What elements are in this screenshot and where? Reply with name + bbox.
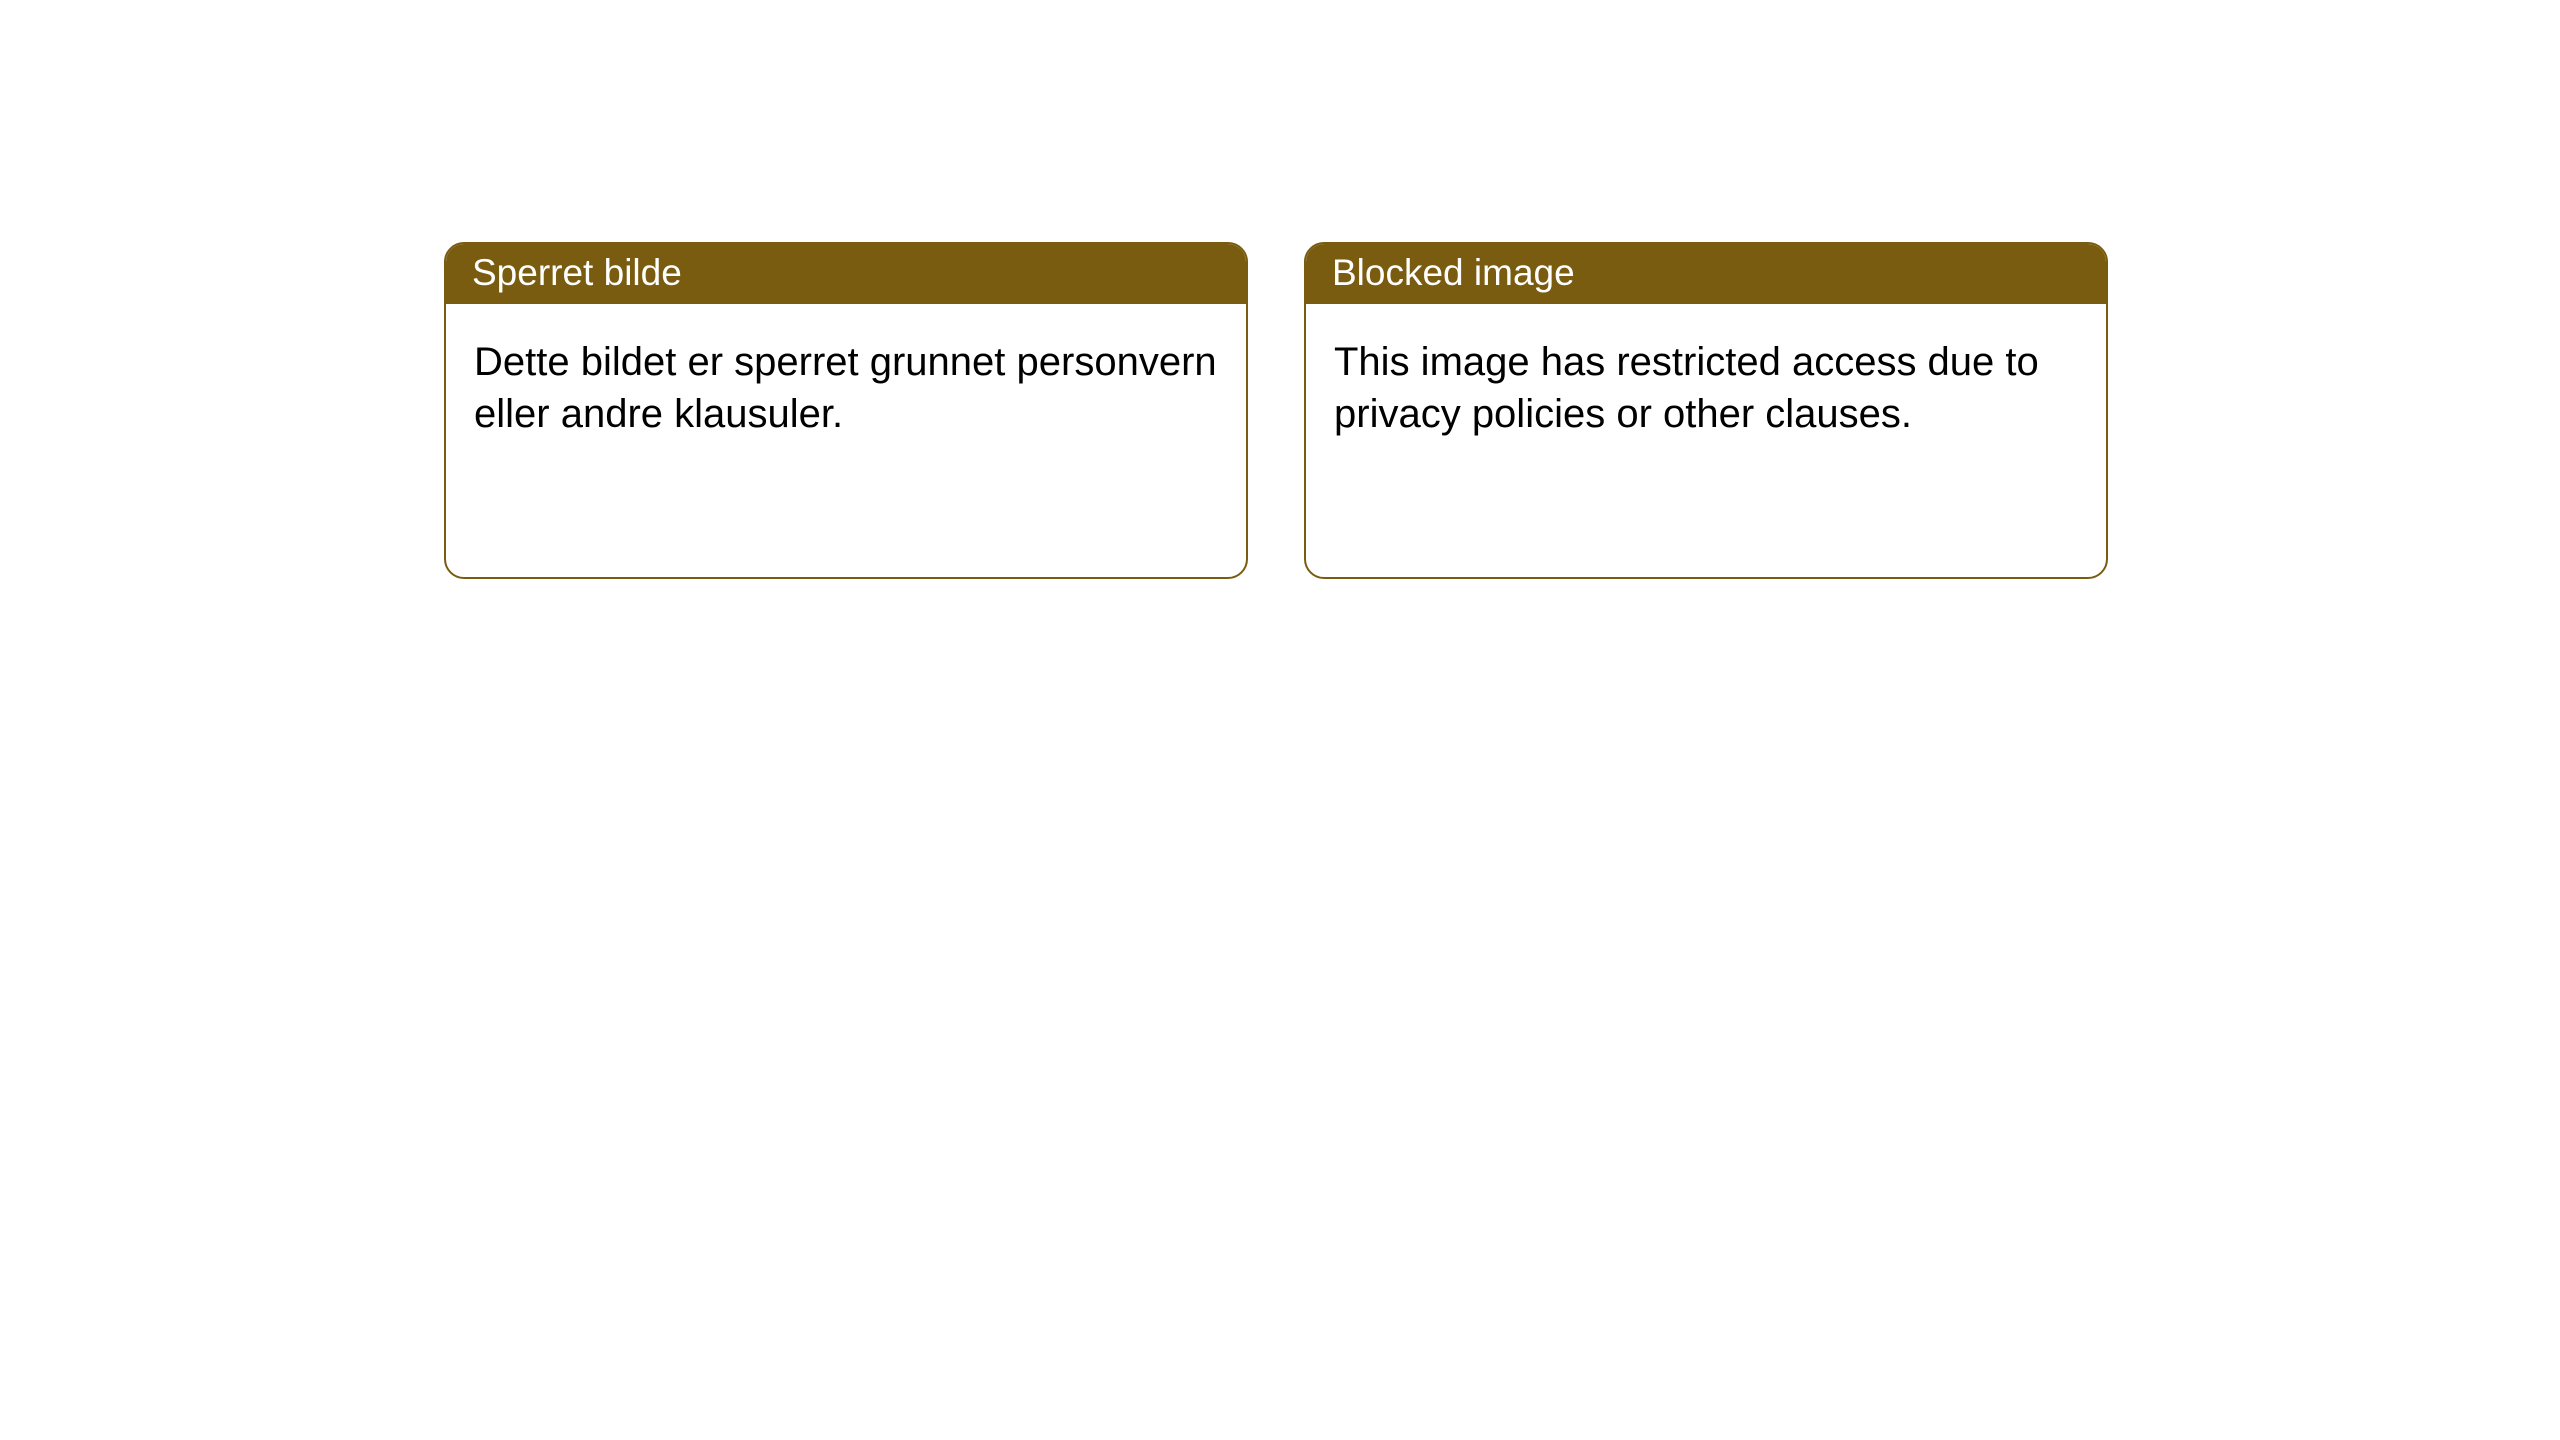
notice-body-english: This image has restricted access due to … [1306, 304, 2106, 472]
notice-container: Sperret bilde Dette bildet er sperret gr… [0, 0, 2560, 579]
notice-title-norwegian: Sperret bilde [446, 244, 1246, 304]
notice-title-english: Blocked image [1306, 244, 2106, 304]
notice-card-norwegian: Sperret bilde Dette bildet er sperret gr… [444, 242, 1248, 579]
notice-body-norwegian: Dette bildet er sperret grunnet personve… [446, 304, 1246, 472]
notice-card-english: Blocked image This image has restricted … [1304, 242, 2108, 579]
